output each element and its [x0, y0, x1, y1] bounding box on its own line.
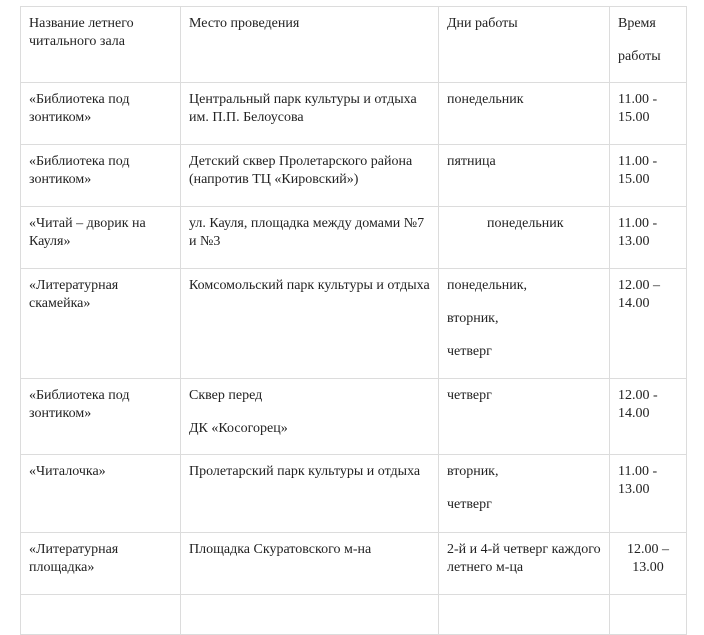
- cell-time: 11.00 - 15.00: [609, 144, 687, 207]
- header-days: Дни работы: [438, 6, 610, 83]
- cell-days: 2-й и 4-й четверг каждого летнего м-ца: [438, 532, 610, 595]
- day: вторник,: [447, 464, 499, 479]
- cell-place: Площадка Скуратовского м-на: [180, 532, 439, 595]
- cell-place: Сквер перед ДК «Косогорец»: [180, 378, 439, 455]
- table-row: «Литературная площадка» Площадка Скурато…: [20, 532, 687, 595]
- cell-name: «Литературная площадка»: [20, 532, 181, 595]
- cell-days: четверг: [438, 378, 610, 455]
- cell-place: Комсомольский парк культуры и отдыха: [180, 268, 439, 379]
- cell-place: Детский сквер Пролетарского района (напр…: [180, 144, 439, 207]
- cell-days: вторник, четверг: [438, 454, 610, 533]
- cell-days: понедельник: [438, 206, 610, 269]
- day: четверг: [447, 344, 492, 359]
- day: понедельник,: [447, 278, 528, 293]
- cell-time: 11.00 - 13.00: [609, 454, 687, 533]
- day: вторник,: [447, 311, 499, 326]
- cell-name: «Библиотека под зонтиком»: [20, 82, 181, 145]
- table-row: «Литературная скамейка» Комсомольский па…: [20, 268, 687, 379]
- table-header-row: Название летнего читального зала Место п…: [20, 6, 687, 83]
- header-time-line: Время: [618, 16, 656, 31]
- cell-name: «Библиотека под зонтиком»: [20, 378, 181, 455]
- header-name: Название летнего читального зала: [20, 6, 181, 83]
- header-time: Время работы: [609, 6, 687, 83]
- table-row: «Библиотека под зонтиком» Детский сквер …: [20, 144, 687, 207]
- cell-name: «Литературная скамейка»: [20, 268, 181, 379]
- cell-time: 12.00 – 14.00: [609, 268, 687, 379]
- cell-days: пятница: [438, 144, 610, 207]
- cell-days: понедельник, вторник, четверг: [438, 268, 610, 379]
- table-row: «Библиотека под зонтиком» Сквер перед ДК …: [20, 378, 687, 455]
- header-place: Место проведения: [180, 6, 439, 83]
- cell-time: 12.00 – 13.00: [609, 532, 687, 595]
- cell-name: «Читай – дворик на Кауля»: [20, 206, 181, 269]
- cell-time: 11.00 - 15.00: [609, 82, 687, 145]
- cell-place: Пролетарский парк культуры и отдыха: [180, 454, 439, 533]
- day: четверг: [447, 497, 492, 512]
- cell-name: «Библиотека под зонтиком»: [20, 144, 181, 207]
- cell-place: Центральный парк культуры и отдыха им. П…: [180, 82, 439, 145]
- reading-rooms-table: Название летнего читального зала Место п…: [20, 6, 687, 635]
- cell-time: 11.00 - 13.00: [609, 206, 687, 269]
- cell-days: понедельник: [438, 82, 610, 145]
- header-time-line: работы: [618, 49, 661, 64]
- place-line: ДК «Косогорец»: [189, 421, 288, 436]
- place-line: Сквер перед: [189, 388, 263, 403]
- cell-name: «Читалочка»: [20, 454, 181, 533]
- table-row: «Библиотека под зонтиком» Центральный па…: [20, 82, 687, 145]
- cell-place: ул. Кауля, площадка между домами №7 и №3: [180, 206, 439, 269]
- cell-time: 12.00 - 14.00: [609, 378, 687, 455]
- table-row: «Читалочка» Пролетарский парк культуры и…: [20, 454, 687, 533]
- table-row: «Читай – дворик на Кауля» ул. Кауля, пло…: [20, 206, 687, 269]
